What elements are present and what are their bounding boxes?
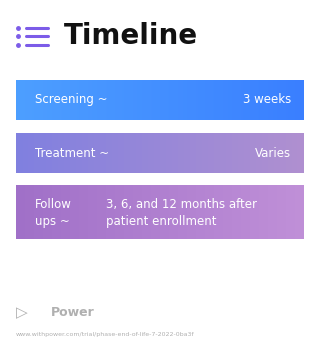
Text: 3, 6, and 12 months after
patient enrollment: 3, 6, and 12 months after patient enroll… [106,197,257,228]
Text: Varies: Varies [255,147,291,160]
Text: 3 weeks: 3 weeks [243,93,291,106]
Text: www.withpower.com/trial/phase-end-of-life-7-2022-0ba3f: www.withpower.com/trial/phase-end-of-lif… [16,332,195,337]
Text: ▷: ▷ [16,305,28,320]
FancyBboxPatch shape [10,179,310,246]
Text: Power: Power [51,306,95,319]
Text: Timeline: Timeline [64,23,198,50]
FancyBboxPatch shape [10,74,310,126]
Text: Screening ~: Screening ~ [35,93,108,106]
Text: Treatment ~: Treatment ~ [35,147,109,160]
Text: Follow
ups ~: Follow ups ~ [35,197,72,228]
FancyBboxPatch shape [10,127,310,180]
